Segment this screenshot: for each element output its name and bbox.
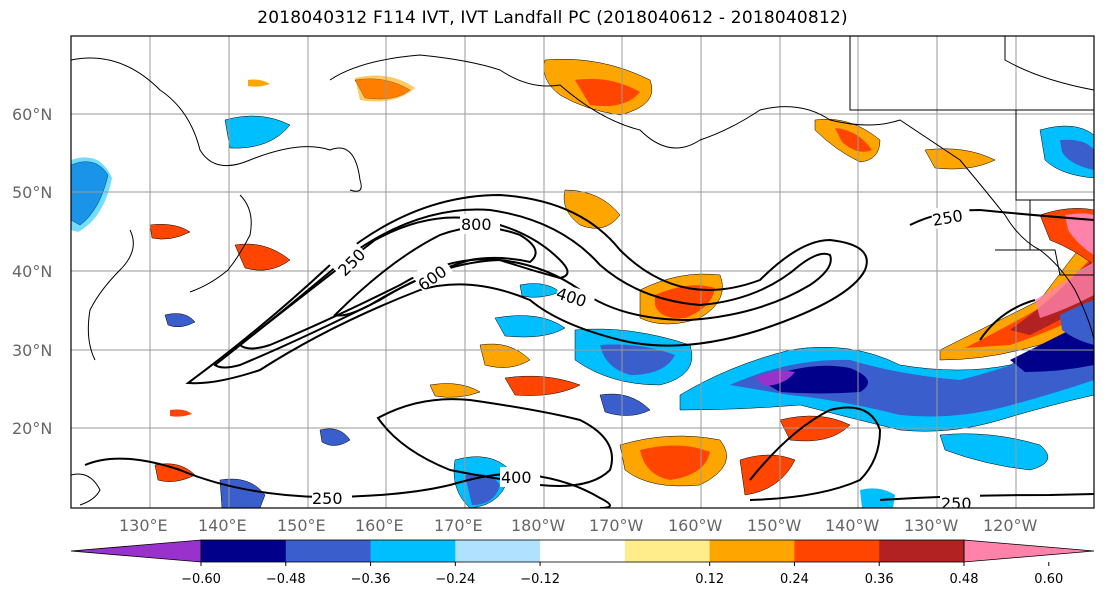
contour-800 bbox=[333, 226, 537, 317]
colorbar-swatch bbox=[285, 540, 372, 562]
lat-label-50: 50°N bbox=[12, 183, 52, 202]
colorbar-frame bbox=[200, 539, 965, 563]
colorbar-tick-label: −0.36 bbox=[351, 572, 391, 587]
lon-label: 120°W bbox=[983, 516, 1038, 535]
lon-label: 150°W bbox=[747, 516, 802, 535]
contour-250-south-east bbox=[749, 406, 882, 501]
colorbar-swatch bbox=[879, 540, 965, 562]
contour-250-north bbox=[185, 193, 868, 385]
colorbar-swatch bbox=[455, 540, 541, 562]
colorbar-tick-label: 0.24 bbox=[780, 572, 809, 587]
latitude-axis: 60°N 50°N 40°N 30°N 20°N bbox=[12, 105, 52, 438]
lon-label: 160°E bbox=[355, 516, 404, 535]
lat-label-30: 30°N bbox=[12, 341, 52, 360]
lat-label-60: 60°N bbox=[12, 105, 52, 124]
contour-250-west-coast bbox=[909, 208, 1094, 226]
contour-600 bbox=[238, 216, 569, 350]
contour-400-south bbox=[376, 398, 613, 487]
colorbar-tick-label: −0.60 bbox=[181, 572, 221, 587]
colorbar-swatch bbox=[201, 540, 287, 562]
lon-label: 170°W bbox=[589, 516, 644, 535]
contour-label-250-c: 250 bbox=[312, 489, 343, 508]
colorbar-tick-label: −0.24 bbox=[435, 572, 475, 587]
colorbar-swatch bbox=[370, 540, 456, 562]
colorbar-tick-label: 0.12 bbox=[695, 572, 724, 587]
longitude-axis: 130°E 140°E 150°E 160°E 170°E 180°W 170°… bbox=[119, 516, 1038, 535]
contour-250-south bbox=[84, 457, 611, 508]
colorbar-swatch bbox=[540, 540, 626, 562]
lon-label: 170°E bbox=[434, 516, 483, 535]
coastlines bbox=[71, 36, 1094, 506]
contour-label-400-b: 400 bbox=[501, 468, 532, 487]
map-title: 2018040312 F114 IVT, IVT Landfall PC (20… bbox=[257, 8, 848, 28]
ivt-shading bbox=[71, 58, 1094, 508]
colorbar-swatch bbox=[624, 540, 711, 562]
lon-label: 130°E bbox=[119, 516, 168, 535]
colorbar-tick-label: 0.60 bbox=[1034, 572, 1063, 587]
lon-label: 140°W bbox=[825, 516, 880, 535]
contour-label-250-d: 250 bbox=[941, 494, 972, 513]
contour-label-800: 800 bbox=[461, 215, 492, 234]
colorbar-tick-label: 0.48 bbox=[950, 572, 979, 587]
colorbar-tick-label: −0.48 bbox=[266, 572, 306, 587]
colorbar-swatch bbox=[709, 540, 795, 562]
contour-250-east bbox=[979, 299, 1036, 341]
lon-label: 150°E bbox=[277, 516, 326, 535]
colorbar-swatch bbox=[794, 540, 880, 562]
colorbar-extend-low bbox=[70, 539, 202, 563]
colorbar-tick-label: −0.12 bbox=[520, 572, 560, 587]
lon-label: 130°W bbox=[904, 516, 959, 535]
lat-label-40: 40°N bbox=[12, 262, 52, 281]
map-frame bbox=[70, 35, 1095, 509]
colorbar-extend-high bbox=[963, 539, 1095, 563]
lon-label: 180°W bbox=[511, 516, 566, 535]
ivt-contours bbox=[84, 193, 1094, 508]
lon-label: 160°W bbox=[668, 516, 723, 535]
lon-label: 140°E bbox=[198, 516, 247, 535]
colorbar: −0.60 −0.48 −0.36 −0.24 −0.12 0.12 0.24 0.36 0.4… bbox=[70, 539, 1095, 587]
lat-label-20: 20°N bbox=[12, 419, 52, 438]
colorbar-tick-label: 0.36 bbox=[865, 572, 894, 587]
